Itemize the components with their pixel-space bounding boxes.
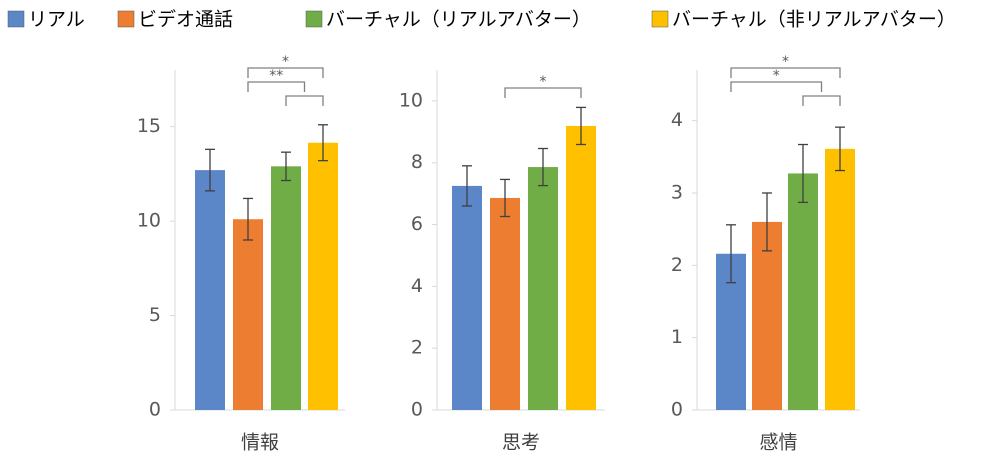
bar <box>308 142 338 410</box>
error-bar <box>762 192 772 252</box>
significance-label: * <box>773 68 780 84</box>
error-bar <box>500 178 510 218</box>
legend-swatch <box>117 10 135 28</box>
x-tick-label: 感情 <box>759 432 797 454</box>
bar <box>452 185 482 410</box>
error-bar <box>726 224 736 284</box>
legend-label: バーチャル（リアルアバター） <box>326 9 591 31</box>
bar <box>233 219 263 410</box>
error-bar <box>462 165 472 207</box>
significance-label: * <box>540 74 547 90</box>
error-bar <box>318 124 328 162</box>
bar <box>490 197 520 410</box>
bar <box>788 173 818 410</box>
legend-label: リアル <box>28 9 85 31</box>
bar <box>825 148 855 410</box>
significance-bracket <box>730 81 823 92</box>
y-tick-label: 0 <box>671 399 683 421</box>
legend-swatch <box>7 10 25 28</box>
legend-label: バーチャル（非リアルアバター） <box>672 9 956 31</box>
y-tick-label: 0 <box>149 399 161 421</box>
legend-label: ビデオ通話 <box>138 9 233 31</box>
y-tick-label: 2 <box>671 254 683 276</box>
y-tick-label: 5 <box>149 304 161 326</box>
significance-bracket <box>285 95 324 106</box>
significance-label: * <box>282 54 289 70</box>
x-tick-label: 情報 <box>241 432 279 454</box>
significance-bracket <box>247 81 306 92</box>
error-bar <box>281 151 291 182</box>
legend-swatch <box>305 10 323 28</box>
bar <box>528 167 558 410</box>
significance-bracket <box>504 87 582 98</box>
y-tick-label: 1 <box>671 326 683 348</box>
legend-swatch <box>651 10 669 28</box>
bar <box>195 170 225 410</box>
significance-bracket <box>730 67 841 78</box>
y-tick-label: 4 <box>411 275 423 297</box>
bar <box>752 221 782 410</box>
y-tick-label: 4 <box>671 109 683 131</box>
error-bar <box>243 197 253 241</box>
significance-bracket <box>247 67 324 78</box>
error-bar <box>835 126 845 172</box>
significance-label: * <box>782 54 789 70</box>
bar <box>566 125 596 410</box>
error-bar <box>576 106 586 146</box>
bar <box>271 166 301 410</box>
y-tick-label: 8 <box>411 151 423 173</box>
y-tick-label: 10 <box>399 89 423 111</box>
y-tick-label: 2 <box>411 337 423 359</box>
significance-label: ** <box>269 68 283 84</box>
x-tick-label: 思考 <box>502 432 540 454</box>
significance-bracket <box>802 95 841 106</box>
y-tick-label: 6 <box>411 213 423 235</box>
y-tick-label: 3 <box>671 181 683 203</box>
y-tick-label: 15 <box>137 115 161 137</box>
y-tick-label: 10 <box>137 210 161 232</box>
y-tick-label: 0 <box>411 399 423 421</box>
error-bar <box>798 143 808 204</box>
error-bar <box>205 148 215 192</box>
error-bar <box>538 147 548 187</box>
